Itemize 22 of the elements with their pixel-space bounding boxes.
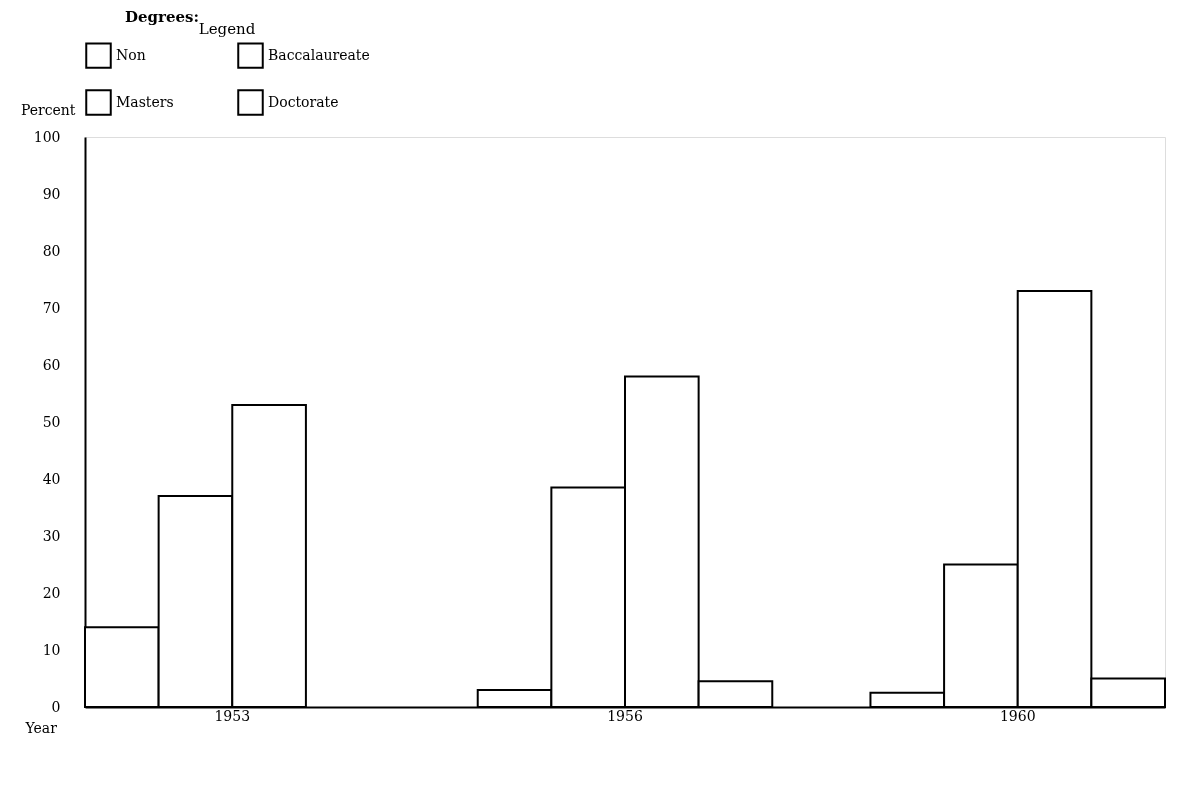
x-tick-label: 1956 bbox=[607, 707, 643, 724]
y-tick-label: 70 bbox=[42, 299, 61, 316]
y-tick-label: 50 bbox=[42, 413, 61, 430]
legend-label: Non bbox=[116, 46, 146, 63]
y-tick-label: 30 bbox=[42, 527, 61, 544]
y-tick-label: 10 bbox=[42, 641, 61, 658]
legend-title: Legend bbox=[198, 20, 256, 38]
legend-label: Doctorate bbox=[268, 93, 339, 110]
y-tick-label: 40 bbox=[42, 470, 61, 487]
x-axis-title: Year bbox=[24, 719, 58, 736]
y-tick-label: 90 bbox=[42, 185, 61, 202]
legend-label: Baccalaureate bbox=[268, 46, 370, 63]
y-tick-label: 80 bbox=[42, 242, 61, 259]
x-tick-label: 1953 bbox=[214, 707, 251, 724]
x-tick-label: 1960 bbox=[999, 707, 1036, 724]
y-axis-title: Percent bbox=[20, 101, 76, 118]
text: Degrees: bbox=[125, 8, 200, 26]
y-tick-label: 20 bbox=[42, 584, 61, 601]
y-tick-label: 60 bbox=[42, 356, 61, 373]
y-tick-label: 100 bbox=[33, 128, 61, 145]
y-tick-label: 0 bbox=[51, 698, 61, 715]
legend-label: Masters bbox=[116, 93, 174, 110]
